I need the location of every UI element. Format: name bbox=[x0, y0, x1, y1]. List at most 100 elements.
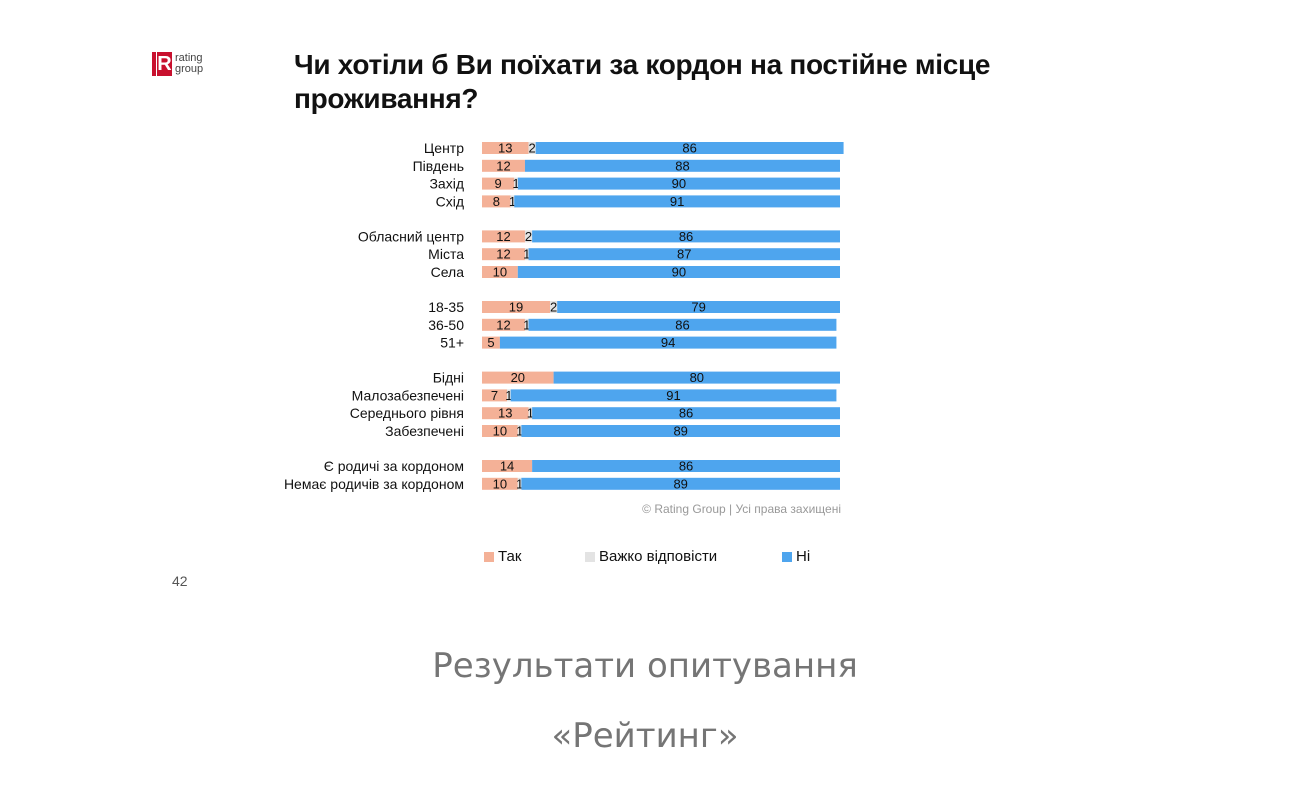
category-label: Захід bbox=[429, 176, 464, 192]
legend-swatch-yes bbox=[484, 551, 494, 562]
category-label: 18-35 bbox=[428, 299, 464, 315]
data-label-no: 80 bbox=[690, 370, 704, 385]
data-label-no: 87 bbox=[677, 247, 691, 262]
chart-legend: Так Важко відповісти Ні bbox=[0, 548, 1290, 568]
category-label: Схід bbox=[436, 193, 464, 209]
bar-segment-no bbox=[557, 301, 840, 313]
logo-line1: rating bbox=[175, 52, 203, 64]
data-label-hard-to-answer: 1 bbox=[512, 176, 519, 191]
bar-segment-hard-to-answer bbox=[524, 248, 529, 261]
data-label-no: 86 bbox=[679, 229, 693, 244]
data-label-yes: 13 bbox=[498, 141, 512, 156]
data-label-no: 86 bbox=[679, 459, 693, 474]
data-label-hard-to-answer: 1 bbox=[505, 388, 512, 403]
data-label-yes: 12 bbox=[496, 317, 510, 332]
rating-group-logo: R rating group bbox=[152, 52, 203, 76]
data-label-no: 91 bbox=[666, 388, 680, 403]
bar-segment-yes bbox=[482, 248, 525, 261]
category-label: 36-50 bbox=[428, 317, 464, 333]
bar-segment-yes bbox=[482, 389, 508, 402]
bar-segment-hard-to-answer bbox=[528, 407, 533, 420]
bar-segment-no bbox=[517, 266, 840, 278]
bar-segment-hard-to-answer bbox=[517, 477, 522, 490]
category-label: Забезпечені bbox=[385, 423, 464, 439]
legend-item-no: Ні bbox=[782, 548, 810, 565]
data-label-no: 89 bbox=[673, 424, 687, 439]
data-label-yes: 10 bbox=[493, 476, 507, 491]
bar-segment-yes bbox=[482, 460, 533, 472]
bar-segment-yes bbox=[482, 407, 529, 420]
bar-segment-hard-to-answer bbox=[528, 142, 536, 154]
data-label-yes: 10 bbox=[493, 424, 507, 439]
data-label-hard-to-answer: 1 bbox=[523, 317, 530, 332]
data-label-yes: 9 bbox=[494, 176, 501, 191]
data-label-hard-to-answer: 2 bbox=[529, 141, 536, 156]
bar-segment-yes bbox=[482, 195, 511, 208]
category-label: Середнього рівня bbox=[350, 405, 464, 421]
data-label-no: 86 bbox=[679, 406, 693, 421]
data-label-hard-to-answer: 1 bbox=[527, 406, 534, 421]
logo-mark: R bbox=[152, 52, 172, 76]
data-label-yes: 5 bbox=[487, 335, 494, 350]
data-label-hard-to-answer: 1 bbox=[523, 247, 530, 262]
data-label-yes: 12 bbox=[496, 158, 510, 173]
bar-segment-yes bbox=[482, 318, 525, 331]
category-label: Малозабезпечені bbox=[352, 387, 464, 403]
bar-segment-no bbox=[510, 389, 837, 402]
bar-segment-no bbox=[528, 248, 840, 261]
bar-segment-no bbox=[532, 230, 840, 243]
bar-segment-no bbox=[524, 159, 840, 172]
data-label-yes: 12 bbox=[496, 247, 510, 262]
caption-line-1: Результати опитування bbox=[432, 646, 858, 686]
legend-label-yes: Так bbox=[498, 548, 522, 565]
bar-segment-hard-to-answer bbox=[550, 301, 558, 313]
category-label: Бідні bbox=[433, 370, 464, 386]
bar-segment-yes bbox=[482, 477, 518, 490]
bar-segment-no bbox=[521, 477, 840, 490]
category-label: Південь bbox=[413, 158, 464, 174]
data-label-no: 90 bbox=[672, 176, 686, 191]
bar-segment-yes bbox=[482, 301, 551, 313]
data-label-hard-to-answer: 1 bbox=[516, 476, 523, 491]
bar-segment-no bbox=[514, 195, 840, 208]
bar-segment-no bbox=[521, 425, 840, 437]
bar-segment-no bbox=[499, 336, 837, 349]
bar-segment-yes bbox=[482, 142, 529, 154]
bar-segment-no bbox=[517, 177, 840, 190]
bar-segment-hard-to-answer bbox=[524, 230, 533, 243]
data-label-yes: 14 bbox=[500, 459, 514, 474]
data-label-yes: 12 bbox=[496, 229, 510, 244]
legend-swatch-no bbox=[782, 551, 792, 562]
bar-segment-hard-to-answer bbox=[514, 177, 518, 190]
logo-text: rating group bbox=[175, 53, 203, 75]
data-label-no: 91 bbox=[670, 194, 684, 209]
bar-segment-yes bbox=[482, 177, 515, 190]
chart-title: Чи хотіли б Ви поїхати за кордон на пост… bbox=[294, 49, 991, 114]
legend-item-yes: Так bbox=[484, 548, 521, 565]
category-label: Є родичі за кордоном bbox=[324, 458, 464, 474]
bar-segment-yes bbox=[482, 230, 525, 243]
category-label: Села bbox=[431, 264, 465, 280]
data-label-hard-to-answer: 2 bbox=[525, 229, 532, 244]
bar-segment-yes bbox=[482, 425, 518, 437]
data-label-no: 79 bbox=[691, 300, 705, 315]
data-label-yes: 20 bbox=[511, 370, 525, 385]
bar-segment-hard-to-answer bbox=[507, 389, 511, 402]
bar-segment-no bbox=[535, 142, 844, 154]
data-label-hard-to-answer: 1 bbox=[509, 194, 516, 209]
data-label-no: 86 bbox=[682, 141, 696, 156]
bar-segment-no bbox=[532, 407, 840, 420]
bar-segment-yes bbox=[482, 336, 500, 349]
category-label: Міста bbox=[428, 246, 464, 262]
copyright-note: © Rating Group | Усі права захищені bbox=[642, 502, 841, 516]
category-label: Обласний центр bbox=[358, 228, 464, 244]
legend-item-hard-to-answer: Важко відповісти bbox=[585, 548, 717, 565]
bar-segment-yes bbox=[482, 159, 525, 172]
data-label-yes: 19 bbox=[509, 300, 523, 315]
category-label: Центр bbox=[424, 140, 464, 156]
logo-letter: R bbox=[157, 52, 172, 76]
data-label-no: 89 bbox=[673, 476, 687, 491]
data-label-yes: 13 bbox=[498, 406, 512, 421]
data-label-yes: 10 bbox=[493, 265, 507, 280]
data-label-no: 94 bbox=[661, 335, 675, 350]
